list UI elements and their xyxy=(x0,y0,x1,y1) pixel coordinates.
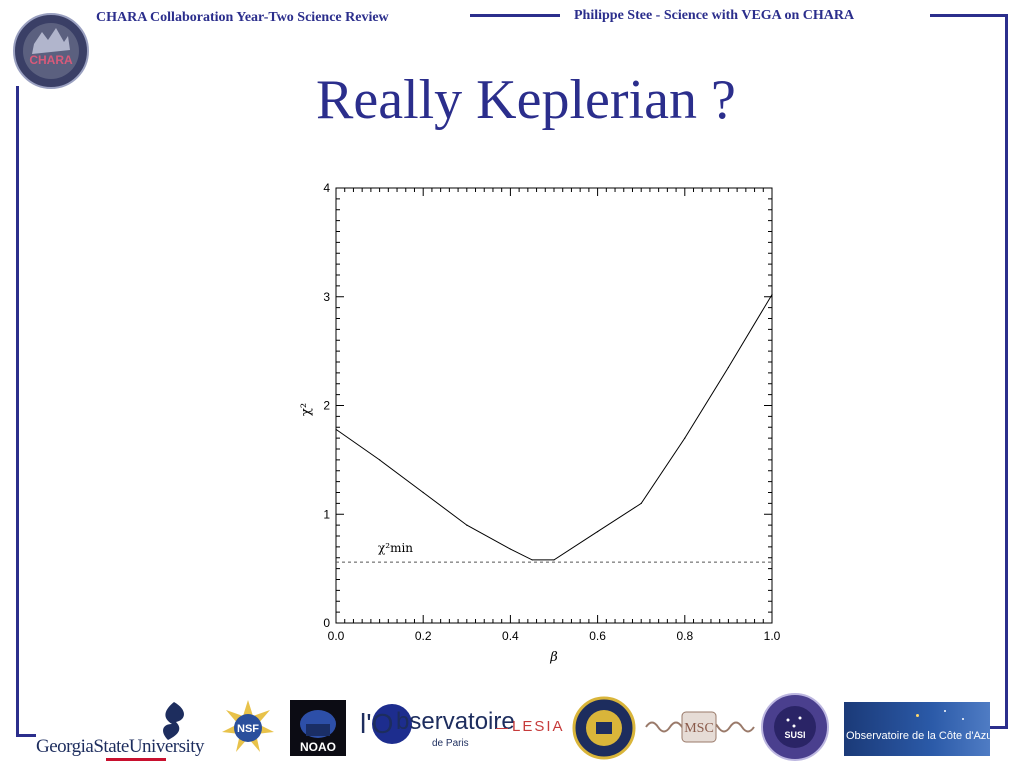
x-axis-label: β xyxy=(549,650,558,665)
noao-logo: NOAO xyxy=(290,700,346,756)
y-tick-label: 2 xyxy=(323,399,330,413)
noao-dome-icon xyxy=(300,710,336,738)
chara-logo-text: CHARA xyxy=(29,53,73,67)
chi2-point xyxy=(379,459,381,461)
x-tick-label: 0.4 xyxy=(502,629,519,643)
observatoire-prefix: l'O xyxy=(360,708,394,739)
chi2-point xyxy=(531,559,533,561)
x-tick-label: 0.0 xyxy=(328,629,345,643)
chi2-point xyxy=(640,502,642,504)
frame-line-left xyxy=(16,86,19,736)
y-tick-label: 1 xyxy=(323,507,330,521)
lesia-dash xyxy=(496,728,508,729)
lesia-logo-text: LESIA xyxy=(512,718,565,735)
chi2-point xyxy=(771,293,773,296)
chi2-point xyxy=(597,531,599,533)
frame-line-right xyxy=(1005,14,1008,728)
observatoire-paris-logo: l'O bservatoire de Paris xyxy=(358,704,515,756)
plot-frame xyxy=(335,187,773,624)
lesia-logo: LESIA xyxy=(496,718,566,742)
y-tick-label: 3 xyxy=(323,290,330,304)
y-axis-label: χ² xyxy=(299,403,314,416)
noao-logo-text: NOAO xyxy=(300,740,336,754)
frame-line-top-left xyxy=(470,14,560,17)
chi2-point xyxy=(727,366,729,369)
chi2-point xyxy=(466,524,468,526)
header-right-title: Philippe Stee - Science with VEGA on CHA… xyxy=(574,8,855,23)
chara-logo: CHARA xyxy=(13,13,89,89)
x-tick-label: 1.0 xyxy=(764,629,781,643)
y-tick-label: 0 xyxy=(323,616,330,630)
y-tick-label: 4 xyxy=(323,181,330,195)
gsu-logo: GeorgiaStateUniversity xyxy=(36,690,216,768)
susi-logo-text: SUSI xyxy=(784,730,805,740)
header-left-title: CHARA Collaboration Year-Two Science Rev… xyxy=(96,10,389,25)
chi2-point xyxy=(422,491,424,494)
frame-line-top-right xyxy=(930,14,1008,17)
chi2-min-label: χ²min xyxy=(378,541,413,555)
gsu-underline xyxy=(106,758,166,761)
x-tick-label: 0.8 xyxy=(676,629,693,643)
chi2-point xyxy=(335,428,337,431)
oca-logo: Observatoire de la Côte d'Azur xyxy=(844,702,990,756)
gsu-logo-text: GeorgiaStateUniversity xyxy=(36,736,205,757)
observatoire-main-text: bservatoire xyxy=(396,708,515,735)
chi2-curve xyxy=(335,294,773,561)
oca-star-3 xyxy=(962,718,964,720)
observatoire-sub-text: de Paris xyxy=(432,738,469,749)
gsu-flame-icon xyxy=(163,702,184,740)
frame-line-bottom-left xyxy=(16,734,36,737)
chi2-point xyxy=(509,548,511,550)
umich-seal-logo xyxy=(572,696,636,760)
slide-title: Really Keplerian ? xyxy=(316,69,736,131)
oca-logo-text: Observatoire de la Côte d'Azur xyxy=(846,730,990,742)
susi-logo: SUSI xyxy=(761,693,829,761)
chi2-point xyxy=(684,437,686,439)
nsf-logo-text: NSF xyxy=(237,723,259,735)
logo-strip: GeorgiaStateUniversity NSF NOAO l'O bser… xyxy=(0,690,1024,768)
oca-star-1 xyxy=(916,714,919,717)
oca-star-2 xyxy=(944,710,946,712)
observatoire-circle xyxy=(372,704,412,744)
x-tick-label: 0.2 xyxy=(415,629,432,643)
chi2-chart: 0.0 0.2 0.4 0.6 0.8 1.0 0 1 2 3 4 β χ² χ²min xyxy=(299,181,781,665)
frame-line-bottom-right xyxy=(990,726,1008,729)
msc-logo-text: MSC xyxy=(684,721,714,736)
x-tick-label: 0.6 xyxy=(589,629,606,643)
nsf-logo: NSF xyxy=(222,700,274,752)
chi2-point xyxy=(553,559,555,561)
msc-logo: MSC xyxy=(645,711,755,743)
